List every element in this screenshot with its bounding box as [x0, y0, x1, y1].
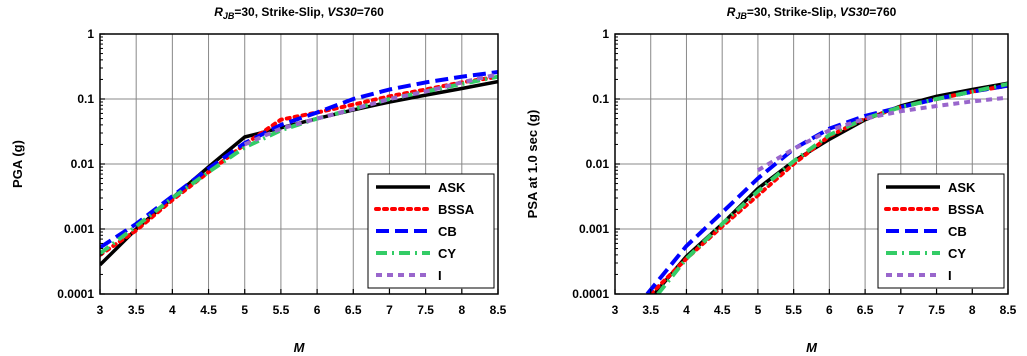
x-tick-label: 3 [97, 303, 104, 317]
legend-label-cb: CB [948, 224, 967, 239]
x-tick-label: 7 [897, 303, 904, 317]
x-tick-label: 8.5 [1000, 303, 1017, 317]
legend-label-bssa: BSSA [438, 202, 475, 217]
chart-title: RJB=30, Strike-Slip, VS30=760 [727, 5, 897, 21]
x-tick-label: 6.5 [857, 303, 874, 317]
title-tail: =760 [869, 5, 896, 19]
title-rjb: R [727, 5, 736, 19]
x-tick-label: 5.5 [273, 303, 290, 317]
y-axis-label: PSA at 1.0 sec (g) [525, 110, 540, 219]
x-tick-label: 3.5 [128, 303, 145, 317]
y-tick-label: 1 [602, 27, 609, 41]
y-tick-label: 0.0001 [57, 287, 94, 301]
y-tick-label: 0.01 [586, 157, 610, 171]
x-tick-label: 5 [755, 303, 762, 317]
title-vs30: VS30 [840, 5, 870, 19]
chart-1: 3 3.5 4 4.5 5 5.5 6 6.5 7 7.5 8 8.5 0.0001 0.001 0.01 0… [10, 5, 507, 355]
x-tick-label: 4.5 [200, 303, 217, 317]
series-line-i [756, 95, 1008, 173]
chart-2: 3 3.5 4 4.5 5 5.5 6 6.5 7 7.5 8 8.5 0.0001 0.001 0.01 0… [525, 5, 1017, 355]
y-tick-label: 0.01 [71, 157, 95, 171]
chart-title: RJB=30, Strike-Slip, VS30=760 [214, 5, 384, 21]
x-tick-label: 8 [458, 303, 465, 317]
y-tick-label: 0.0001 [572, 287, 609, 301]
title-middle: =30, Strike-Slip, [747, 5, 840, 19]
series-lines [100, 70, 498, 267]
x-tick-label: 5 [241, 303, 248, 317]
title-middle: =30, Strike-Slip, [234, 5, 327, 19]
x-tick-label: 8.5 [490, 303, 507, 317]
x-tick-label: 8 [969, 303, 976, 317]
x-tick-label: 3 [612, 303, 619, 317]
title-rjb: R [214, 5, 223, 19]
x-tick-label: 7.5 [928, 303, 945, 317]
title-rjb-subscript: JB [223, 11, 235, 21]
legend-label-i: I [438, 268, 442, 283]
legend-label-cb: CB [438, 224, 457, 239]
x-axis-label: M [806, 340, 818, 355]
series-lines [645, 81, 1008, 294]
series-line-cy [656, 82, 1008, 294]
x-tick-label: 7 [386, 303, 393, 317]
y-tick-label: 1 [87, 27, 94, 41]
series-line-cb [100, 70, 498, 250]
series-line-i [243, 72, 498, 147]
y-tick-label: 0.1 [592, 92, 609, 106]
legend-label-bssa: BSSA [948, 202, 985, 217]
x-tick-label: 4 [683, 303, 690, 317]
legend-label-i: I [948, 268, 952, 283]
x-tick-label: 6.5 [345, 303, 362, 317]
legend: ASK BSSA CB CY I [367, 173, 495, 289]
title-rjb-subscript: JB [735, 11, 747, 21]
legend-label-cy: CY [948, 246, 966, 261]
x-tick-label: 3.5 [642, 303, 659, 317]
y-tick-label: 0.1 [77, 92, 94, 106]
x-tick-label: 4.5 [714, 303, 731, 317]
x-axis-label: M [294, 340, 306, 355]
x-tick-label: 6 [314, 303, 321, 317]
title-tail: =760 [357, 5, 384, 19]
x-tick-label: 7.5 [417, 303, 434, 317]
legend-label-cy: CY [438, 246, 456, 261]
y-tick-label: 0.001 [579, 222, 609, 236]
x-tick-label: 4 [169, 303, 176, 317]
x-tick-label: 5.5 [785, 303, 802, 317]
x-tick-label: 6 [826, 303, 833, 317]
title-vs30: VS30 [327, 5, 357, 19]
legend: ASK BSSA CB CY I [877, 173, 1005, 289]
y-axis-label: PGA (g) [10, 140, 25, 188]
legend-label-ask: ASK [948, 180, 976, 195]
legend-label-ask: ASK [438, 180, 466, 195]
y-tick-label: 0.001 [64, 222, 94, 236]
